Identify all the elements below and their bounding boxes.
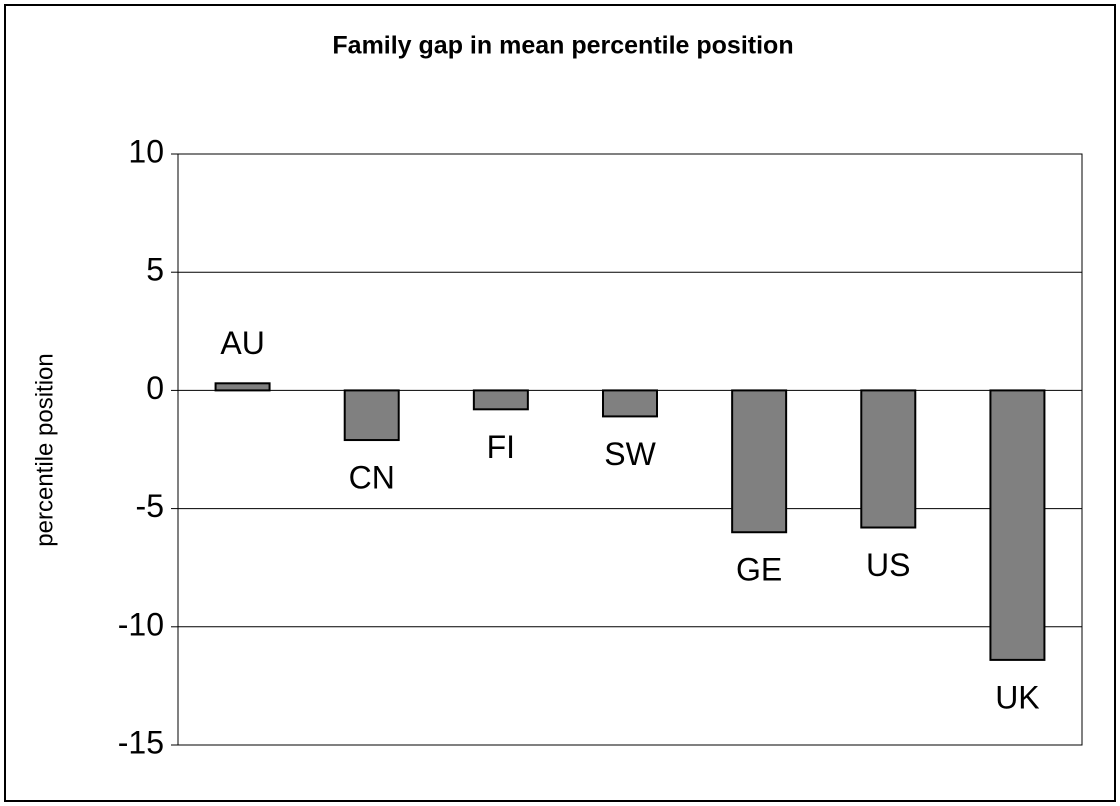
y-tick-label: -5 — [136, 488, 164, 524]
y-tick-label: -15 — [118, 724, 164, 760]
bar — [602, 389, 658, 418]
bar — [343, 389, 400, 442]
y-axis-label: percentile position — [31, 353, 58, 546]
category-label: US — [866, 547, 910, 583]
bar — [731, 389, 788, 534]
chart-title: Family gap in mean percentile position — [332, 32, 793, 60]
bar — [472, 389, 529, 411]
y-tick-label: 0 — [146, 370, 164, 406]
bar — [989, 389, 1046, 661]
chart-frame — [4, 4, 1116, 802]
category-label: CN — [349, 459, 395, 495]
bar — [214, 382, 271, 392]
y-tick-label: -10 — [118, 606, 164, 642]
category-label: GE — [736, 552, 782, 588]
y-tick-label: 10 — [128, 133, 164, 169]
category-label: UK — [995, 679, 1039, 715]
category-label: FI — [487, 429, 515, 465]
bar — [860, 389, 917, 529]
category-label: SW — [604, 436, 656, 472]
y-tick-label: 5 — [146, 252, 164, 288]
category-label: AU — [220, 325, 264, 361]
